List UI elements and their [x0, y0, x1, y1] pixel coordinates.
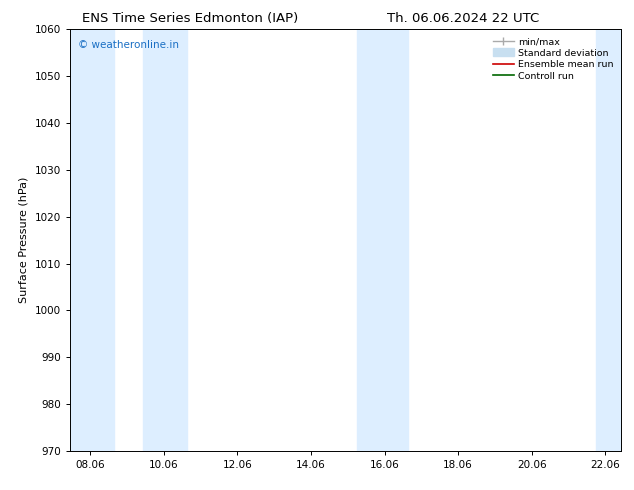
Bar	[356, 29, 408, 451]
Bar	[70, 29, 114, 451]
Text: ENS Time Series Edmonton (IAP): ENS Time Series Edmonton (IAP)	[82, 12, 299, 25]
Text: Th. 06.06.2024 22 UTC: Th. 06.06.2024 22 UTC	[387, 12, 539, 25]
Bar	[143, 29, 188, 451]
Legend: min/max, Standard deviation, Ensemble mean run, Controll run: min/max, Standard deviation, Ensemble me…	[490, 34, 617, 84]
Text: © weatheronline.in: © weatheronline.in	[78, 40, 179, 50]
Y-axis label: Surface Pressure (hPa): Surface Pressure (hPa)	[19, 177, 29, 303]
Bar	[595, 29, 621, 451]
